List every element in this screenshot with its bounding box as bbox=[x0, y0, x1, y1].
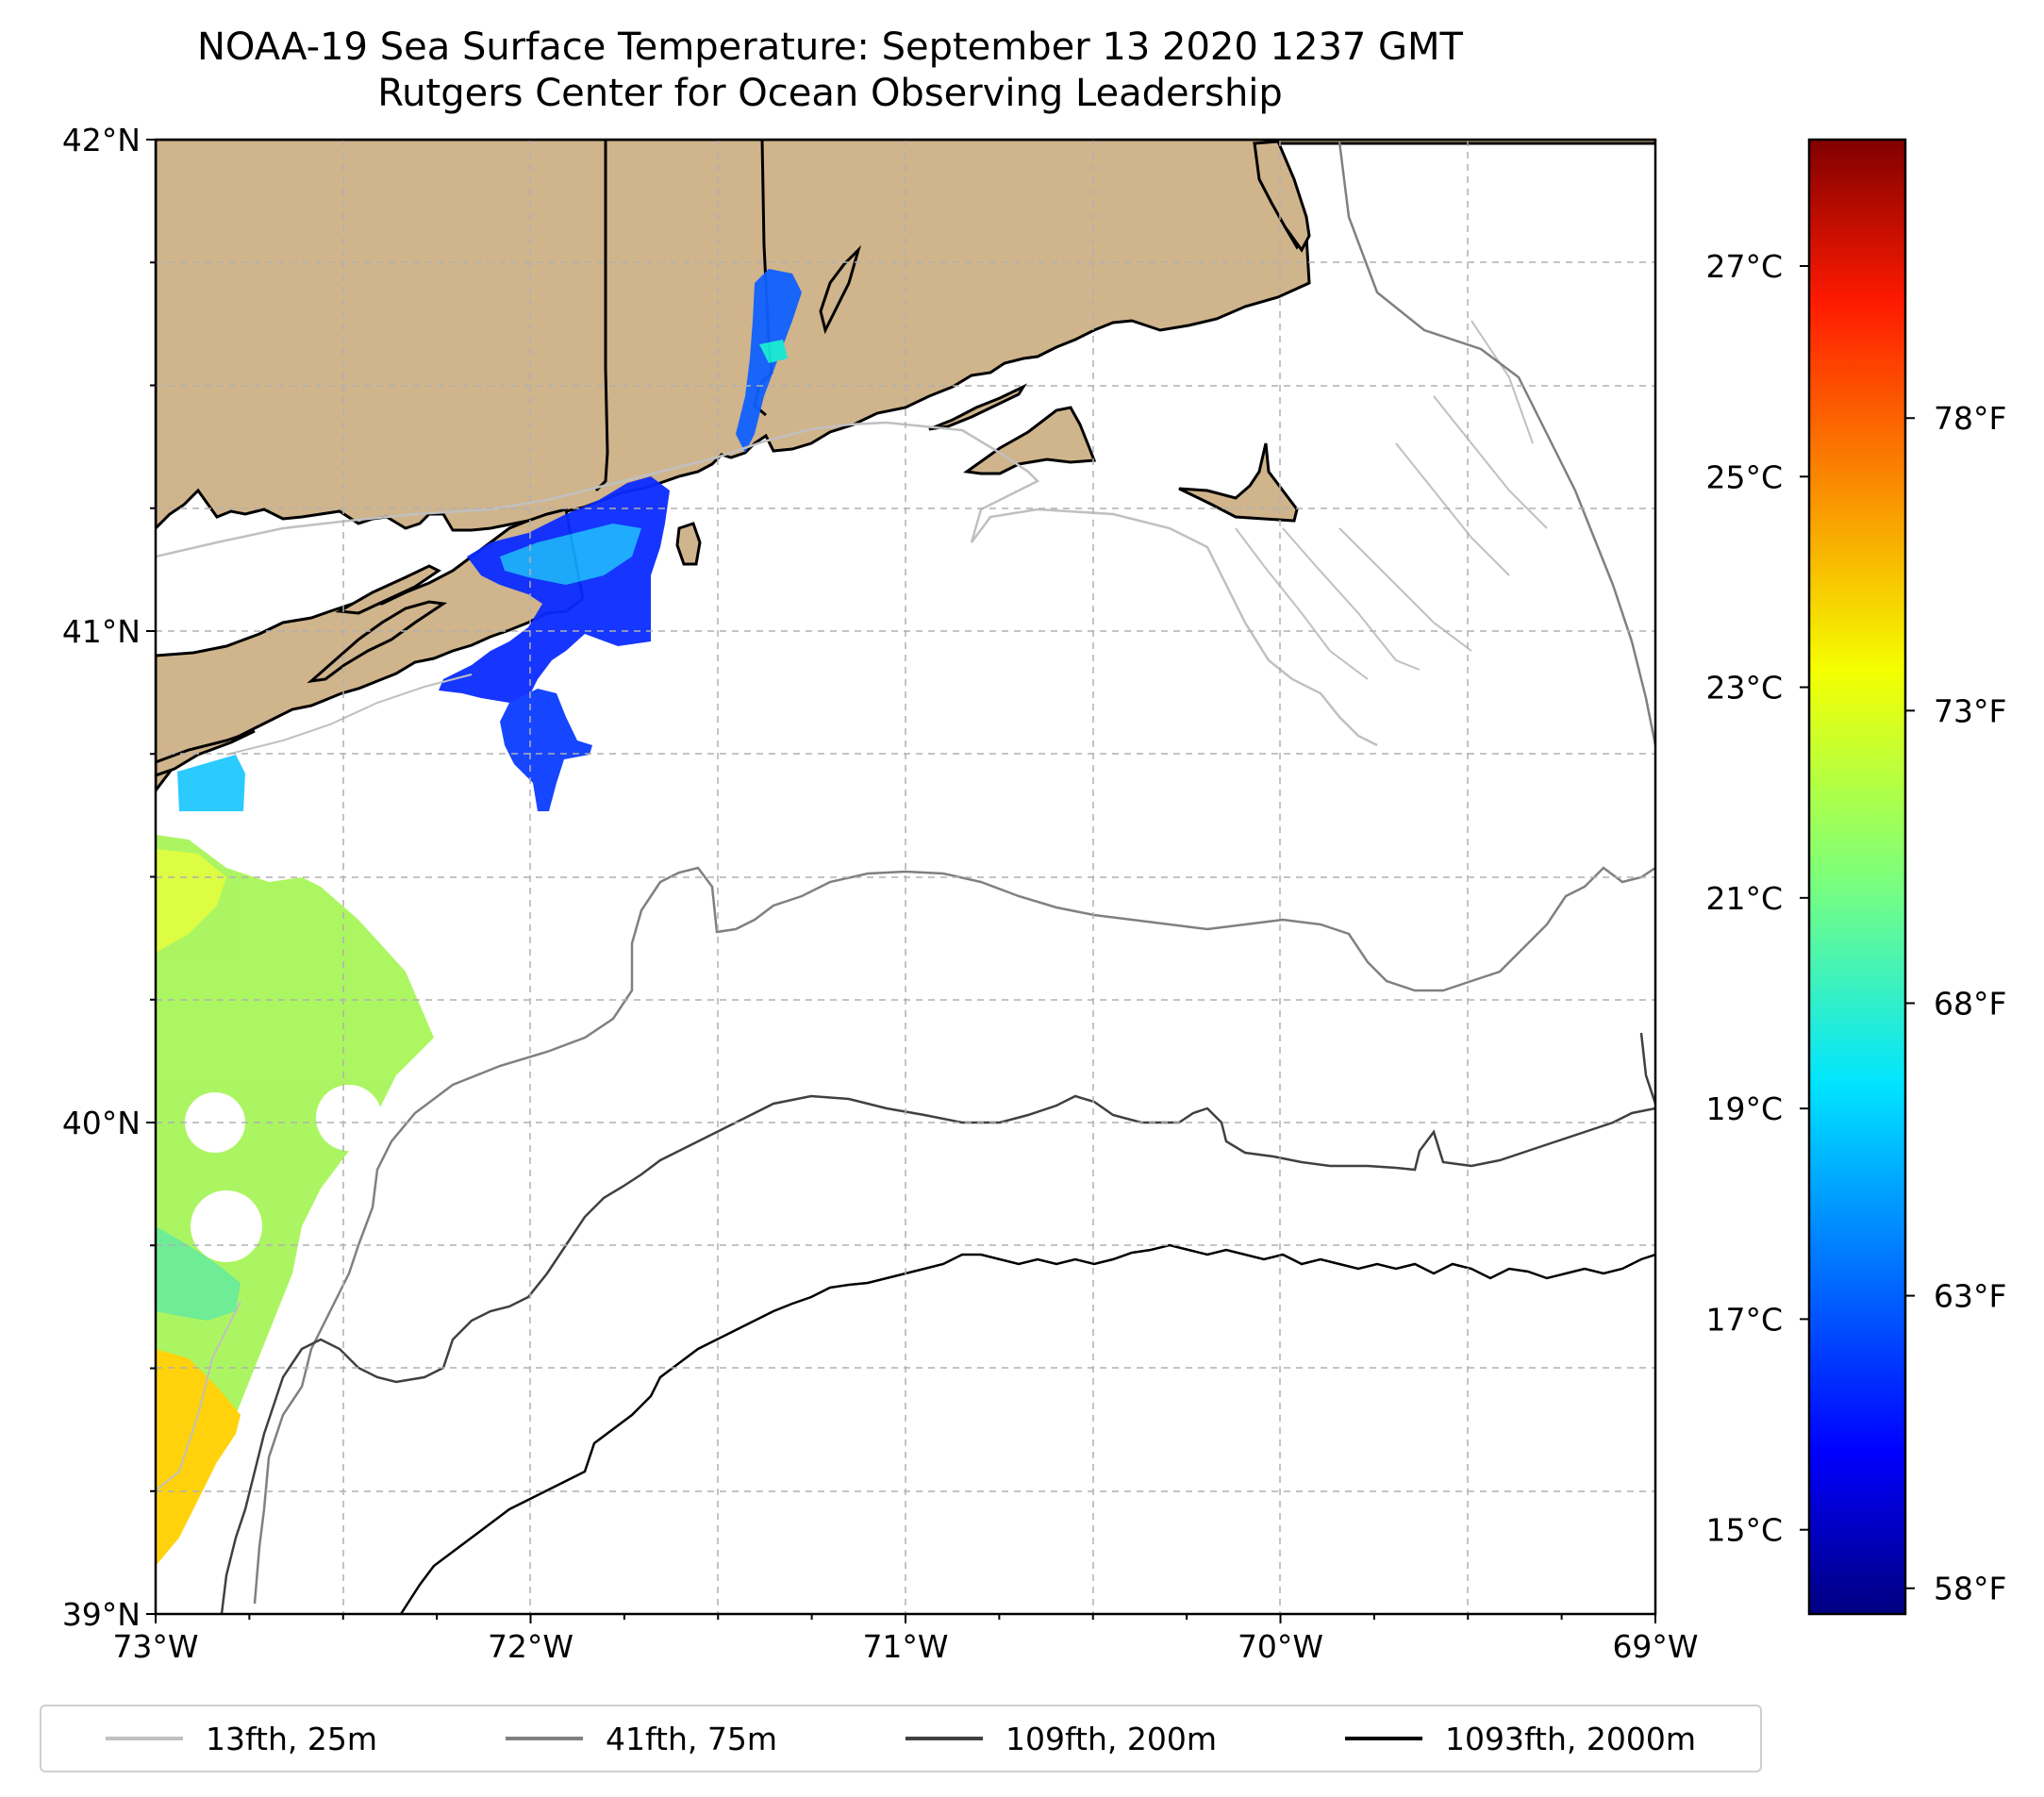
lon-tick-label: 72°W bbox=[488, 1628, 573, 1665]
sst-swath-nj-cyan-mid bbox=[156, 1226, 241, 1321]
legend: 13fth, 25m 41fth, 75m 109fth, 200m 1093f… bbox=[40, 1705, 1762, 1772]
contour-25m bbox=[156, 421, 1378, 747]
gridlines bbox=[156, 140, 1655, 1614]
land-mainland-new-england bbox=[156, 140, 1655, 532]
colorbar-fahrenheit-label: 78°F bbox=[1934, 400, 2006, 437]
lat-tick-label: 42°N bbox=[62, 122, 141, 158]
land-long-island-north-fork bbox=[307, 600, 448, 684]
title-line-2: Rutgers Center for Ocean Observing Leade… bbox=[377, 72, 1283, 115]
sst-swath-cyan-patch bbox=[500, 524, 641, 585]
lon-tick-label: 73°W bbox=[112, 1628, 198, 1665]
colorbar bbox=[1807, 138, 1907, 1616]
land-long-island-south-fork bbox=[335, 564, 441, 615]
legend-item-25m: 13fth, 25m bbox=[106, 1721, 377, 1757]
lon-tick-label: 70°W bbox=[1238, 1628, 1323, 1665]
lon-tick-label: 71°W bbox=[862, 1628, 948, 1665]
land bbox=[156, 140, 1655, 793]
lon-tick-label: 69°W bbox=[1612, 1628, 1698, 1665]
axis-labels: 73°W 72°W 71°W 70°W 69°W 42°N 41°N 40°N 39°N bbox=[62, 122, 1699, 1665]
colorbar-celsius-label: 17°C bbox=[1705, 1301, 1783, 1338]
legend-line-2000m bbox=[1345, 1737, 1422, 1740]
land-block-island bbox=[675, 522, 702, 566]
sst-swath-nj-yellow-north bbox=[156, 849, 226, 953]
sst-swath-nj-shelf bbox=[156, 835, 434, 1566]
sst-cloud-gap-3 bbox=[191, 1190, 262, 1262]
land-nj-coast bbox=[156, 729, 256, 777]
colorbar-fahrenheit-label: 73°F bbox=[1934, 692, 2006, 729]
colorbar-ticks bbox=[1800, 264, 1915, 1589]
legend-item-200m: 109fth, 200m bbox=[906, 1721, 1217, 1757]
colorbar-fahrenheit-label: 68°F bbox=[1934, 985, 2006, 1022]
colorbar-celsius-label: 25°C bbox=[1705, 458, 1783, 495]
lat-tick-label: 39°N bbox=[62, 1596, 141, 1633]
contour-200m bbox=[220, 1032, 1655, 1614]
sst-cloud-gap-2 bbox=[316, 1085, 382, 1151]
colorbar-fahrenheit-label: 63°F bbox=[1934, 1278, 2006, 1315]
legend-label-2000m: 1093fth, 2000m bbox=[1445, 1720, 1696, 1757]
colorbar-celsius-label: 27°C bbox=[1705, 248, 1783, 285]
legend-line-25m bbox=[106, 1737, 183, 1740]
title-line-1: NOAA-19 Sea Surface Temperature: Septemb… bbox=[197, 25, 1463, 69]
land-nantucket bbox=[1178, 442, 1299, 523]
land-marthas-vineyard bbox=[963, 406, 1097, 475]
legend-item-2000m: 1093fth, 2000m bbox=[1345, 1721, 1696, 1757]
colorbar-celsius-label: 21°C bbox=[1705, 880, 1783, 917]
colorbar-celsius-label: 19°C bbox=[1705, 1090, 1783, 1127]
sst-cloud-gap-1 bbox=[185, 1092, 245, 1153]
sst-swaths bbox=[156, 269, 802, 1566]
sst-swath-block-island-sound bbox=[500, 689, 592, 811]
lat-tick-label: 41°N bbox=[62, 613, 141, 650]
chart-title: NOAA-19 Sea Surface Temperature: Septemb… bbox=[0, 25, 1660, 117]
sst-swath-nj-warm-south bbox=[156, 1349, 241, 1566]
sst-swath-buzzards-cyan bbox=[759, 340, 788, 363]
colorbar-labels: 15°C 17°C 19°C 21°C 23°C 25°C 27°C 58°F 63°F 68°F… bbox=[1705, 248, 2006, 1607]
land-cape-cod bbox=[1253, 140, 1311, 253]
axis-ticks bbox=[146, 139, 1656, 1623]
legend-label-25m: 13fth, 25m bbox=[206, 1720, 377, 1757]
colorbar-fahrenheit-label: 58°F bbox=[1934, 1571, 2006, 1607]
lat-tick-label: 40°N bbox=[62, 1105, 141, 1141]
contour-25m-nj bbox=[156, 674, 473, 1491]
legend-line-200m bbox=[906, 1737, 983, 1740]
legend-label-75m: 41fth, 75m bbox=[606, 1720, 777, 1757]
sst-swath-ny-bight bbox=[177, 755, 245, 811]
colorbar-celsius-label: 23°C bbox=[1705, 670, 1783, 707]
legend-item-75m: 41fth, 75m bbox=[506, 1721, 777, 1757]
contour-2000m bbox=[399, 1243, 1655, 1614]
land-elizabeth-islands bbox=[928, 383, 1028, 431]
colorbar-celsius-label: 15°C bbox=[1705, 1512, 1783, 1549]
legend-label-200m: 109fth, 200m bbox=[1005, 1720, 1217, 1757]
contour-25m-shoals bbox=[1235, 320, 1548, 680]
legend-line-75m bbox=[506, 1737, 583, 1740]
